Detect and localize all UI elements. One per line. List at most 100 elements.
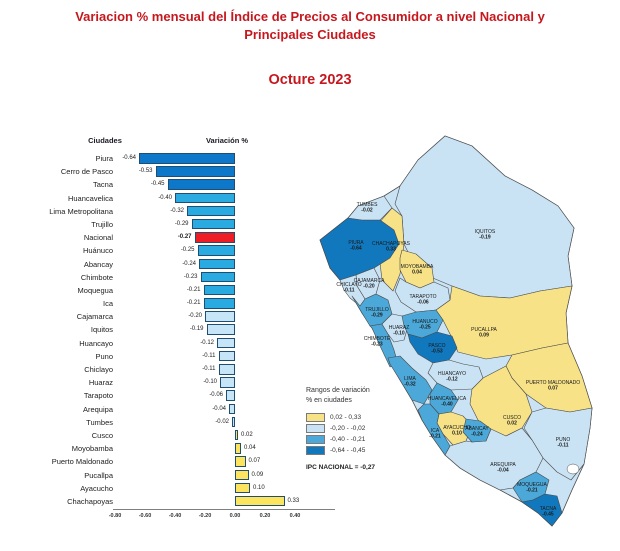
bar-row-arequipa: Arequipa -0.04 xyxy=(35,403,370,416)
bar xyxy=(235,429,238,441)
value-label: -0.06 xyxy=(209,392,223,399)
map-label-chachapoyas: CHACHAPOYAS 0.33 xyxy=(372,241,411,253)
city-label: Moquegua xyxy=(77,285,113,295)
bar-row-huancavelica: Huancavelica -0.40 xyxy=(35,192,370,205)
x-axis-tick: -0.40 xyxy=(168,513,182,519)
bar xyxy=(235,495,285,507)
value-label: -0.21 xyxy=(186,300,201,307)
map-label-huaraz: HUARAZ -0.10 xyxy=(389,325,410,337)
city-label: Abancay xyxy=(83,259,113,269)
bar-row-chiclayo: Chiclayo -0.11 xyxy=(35,363,370,376)
map-label-lima: LIMA -0.32 xyxy=(404,376,416,388)
map-region-cusco xyxy=(469,365,533,437)
bar-row-huánuco: Huánuco -0.25 xyxy=(35,244,370,257)
map-label-chimbote: CHIMBOTE -0.23 xyxy=(364,336,391,348)
map-label-ayacucho: AYACUCHO 0.10 xyxy=(443,425,471,437)
legend-row: -0,20 - -0,02 xyxy=(306,423,436,434)
bar-row-ayacucho: Ayacucho 0.10 xyxy=(35,482,370,495)
city-label: Tacna xyxy=(92,180,113,190)
city-label: Puno xyxy=(95,351,113,361)
bar xyxy=(167,179,235,190)
x-axis-tick: -0.80 xyxy=(108,513,122,519)
city-label: Moyobamba xyxy=(71,444,113,454)
city-label: Huaraz xyxy=(88,378,113,388)
value-label: 0.02 xyxy=(241,431,253,438)
legend-swatch xyxy=(306,435,325,445)
map-legend: Rangos de variación % en ciudades 0,02 -… xyxy=(306,386,436,471)
legend-label: -0,40 - -0,21 xyxy=(330,436,366,444)
city-label: Pucallpa xyxy=(84,470,113,480)
bar-row-trujillo: Trujillo -0.29 xyxy=(35,218,370,231)
city-label: Trujillo xyxy=(91,219,113,229)
value-label: -0.11 xyxy=(202,366,216,372)
map-label-puerto-maldonado: PUERTO MALDONADO 0.07 xyxy=(526,380,580,392)
map-label-tarapoto: TARAPOTO -0.06 xyxy=(409,294,436,306)
map-label-puno: PUNO -0.11 xyxy=(556,437,571,449)
map-region-huancayo xyxy=(427,359,484,391)
bar-row-chachapoyas: Chachapoyas 0.33 xyxy=(35,495,370,508)
bar xyxy=(217,337,235,349)
bar xyxy=(199,258,235,269)
bar-row-lima-metropolitana: Lima Metropolitana -0.32 xyxy=(35,205,370,218)
legend-row: -0,64 - -0,45 xyxy=(306,445,436,456)
city-label: Chiclayo xyxy=(84,365,113,374)
bar-row-pucallpa: Pucallpa 0.09 xyxy=(35,469,370,482)
bar-row-tumbes: Tumbes -0.02 xyxy=(35,416,370,429)
page-subtitle: Octure 2023 xyxy=(268,72,352,88)
legend-items: 0,02 - 0,33 -0,20 - -0,02 -0,40 - -0,21 -0,… xyxy=(306,412,436,456)
legend-swatch xyxy=(306,446,325,456)
value-label: -0.27 xyxy=(177,234,192,241)
bar-row-ica: Ica -0.21 xyxy=(35,297,370,310)
column-header-cities: Ciudades xyxy=(88,136,122,145)
bar-row-nacional: Nacional -0.27 xyxy=(35,231,370,244)
city-label: Tumbes xyxy=(86,417,113,427)
city-label: Chimbote xyxy=(80,272,113,282)
map-label-ica: ICA -0.21 xyxy=(429,428,441,440)
map-label-chiclayo: CHICLAYO -0.11 xyxy=(336,282,361,294)
legend-row: 0,02 - 0,33 xyxy=(306,412,436,423)
value-label: -0.32 xyxy=(170,207,184,214)
city-label: Huancavelica xyxy=(67,193,113,203)
legend-swatch xyxy=(306,424,325,434)
bar-row-piura: Piura -0.64 xyxy=(35,152,370,165)
city-label: Chachapoyas xyxy=(67,496,113,506)
bar-rows: Piura -0.64 Cerro de Pasco -0.53 Tacna -0.45 H… xyxy=(35,152,370,508)
city-label: Iquitos xyxy=(90,325,113,335)
bar-chart: Ciudades Variación % Piura -0.64 Cerro de … xyxy=(35,136,370,536)
map-region-huaraz xyxy=(381,313,409,343)
city-label: Ayacucho xyxy=(80,483,113,493)
value-label: -0.20 xyxy=(188,313,202,320)
x-axis-tick: 0.20 xyxy=(259,513,271,519)
city-label: Huancayo xyxy=(79,338,113,348)
x-axis-tick: 0.40 xyxy=(289,513,301,519)
bar xyxy=(229,403,235,415)
map-label-abancay: ABANCAY -0.24 xyxy=(465,426,489,438)
map-region-pasco xyxy=(407,331,458,364)
city-label: Ica xyxy=(102,299,113,309)
value-label: -0.12 xyxy=(200,339,214,346)
map-label-iquitos: IQUITOS -0.19 xyxy=(475,229,496,241)
bar xyxy=(194,232,235,243)
bar-row-cusco: Cusco 0.02 xyxy=(35,429,370,442)
value-label: -0.40 xyxy=(158,194,172,201)
value-label: -0.25 xyxy=(180,247,195,254)
bar xyxy=(197,245,235,256)
map-region-ica xyxy=(417,403,451,456)
legend-title: Rangos de variación % en ciudades xyxy=(306,387,370,405)
bar xyxy=(203,284,235,296)
map-label-moyobamba: MOYOBAMBA 0.04 xyxy=(401,264,434,276)
column-header-variation: Variación % xyxy=(205,136,249,145)
map-label-cajamarca: CAJAMARCA -0.20 xyxy=(354,278,386,290)
bar xyxy=(187,205,235,217)
value-label: 0.33 xyxy=(287,497,300,504)
bar xyxy=(232,416,235,428)
bar xyxy=(139,153,235,164)
bar-row-moyobamba: Moyobamba 0.04 xyxy=(35,442,370,455)
map-label-tacna: TACNA -0.45 xyxy=(540,506,557,518)
bar-row-abancay: Abancay -0.24 xyxy=(35,258,370,271)
bar-row-cajamarca: Cajamarca -0.20 xyxy=(35,310,370,323)
bar xyxy=(226,390,235,401)
map-region-lima xyxy=(387,355,433,405)
legend-row: -0,40 - -0,21 xyxy=(306,434,436,445)
map-label-pucallpa: PUCALLPA 0.09 xyxy=(471,327,497,339)
